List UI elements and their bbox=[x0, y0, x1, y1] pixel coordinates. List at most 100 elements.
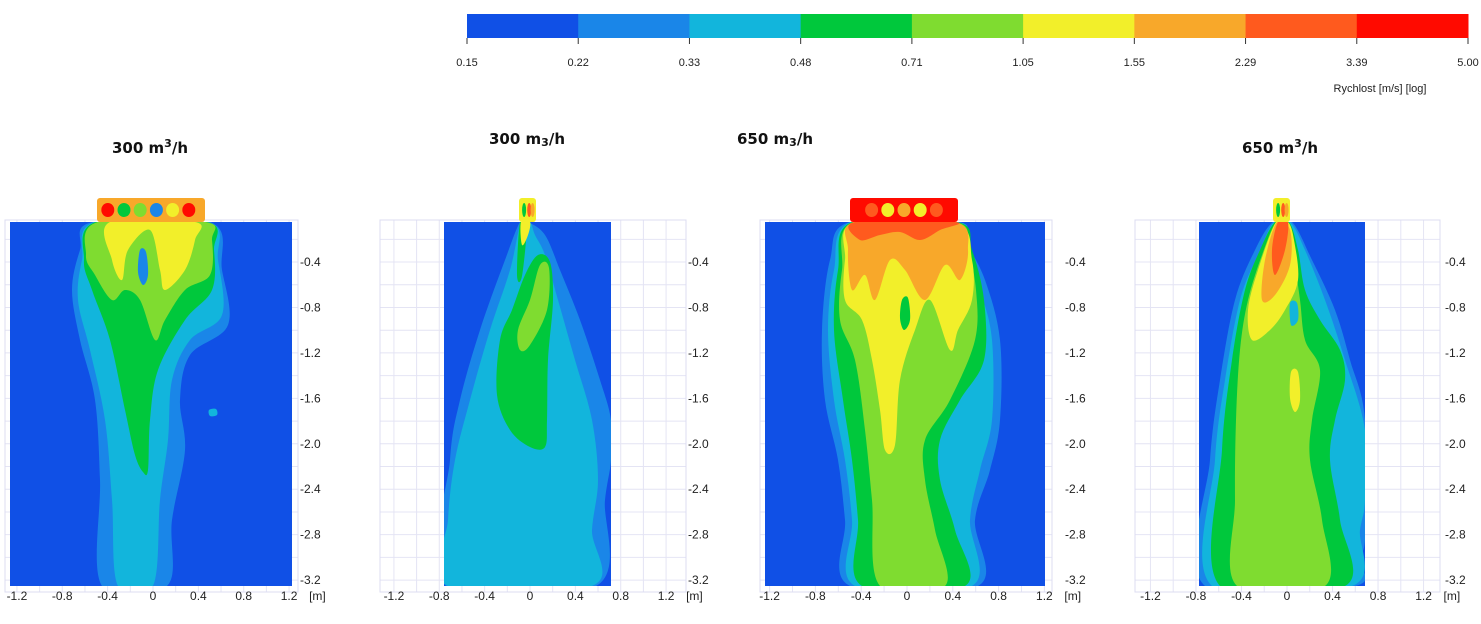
title-per-hour: /h bbox=[171, 139, 189, 157]
panel-4-title: 650 m3/h bbox=[1242, 137, 1318, 157]
contour-panel-2: -1.2 -0.8 -0.4 0 0.4 0.8 1.2 [m] -0.4 -0.8 -1.2 -1.… bbox=[379, 198, 709, 603]
nozzle-flow-spot bbox=[527, 203, 532, 217]
colorbar-tick-label: 0.22 bbox=[568, 57, 589, 69]
y-tick-label: -0.8 bbox=[1065, 300, 1086, 314]
colorbar-segment bbox=[1356, 14, 1469, 38]
contour-level-0.33 bbox=[1289, 300, 1299, 326]
title-unit: m bbox=[525, 130, 542, 148]
x-tick-label: 0.8 bbox=[612, 589, 629, 603]
x-tick-label: 0 bbox=[527, 589, 534, 603]
y-tick-label: -2.4 bbox=[1065, 482, 1086, 496]
x-tick-label: 1.2 bbox=[658, 589, 675, 603]
colorbar-segment bbox=[1245, 14, 1358, 38]
y-tick-label: -2.8 bbox=[300, 528, 321, 542]
title-exponent: 3 bbox=[164, 137, 172, 150]
contour-fills bbox=[444, 222, 611, 586]
x-tick-label: 0 bbox=[904, 589, 911, 603]
panel-1-title: 300 m3/h bbox=[112, 137, 188, 157]
colorbar-tick-label: 0.48 bbox=[790, 57, 811, 69]
x-tick-label: -0.8 bbox=[805, 589, 826, 603]
y-tick-label: -1.6 bbox=[1065, 391, 1086, 405]
y-tick-label: -0.4 bbox=[300, 255, 321, 269]
title-exponent: 3 bbox=[541, 136, 549, 149]
x-axis-unit: [m] bbox=[309, 589, 326, 603]
y-tick-label: -3.2 bbox=[300, 573, 321, 587]
y-tick-label: -0.4 bbox=[1065, 255, 1086, 269]
colorbar-segment bbox=[578, 14, 690, 38]
x-tick-label: -0.4 bbox=[1231, 589, 1252, 603]
x-tick-label: 0.8 bbox=[990, 589, 1007, 603]
title-value: 300 bbox=[488, 130, 521, 148]
colorbar-segment bbox=[911, 14, 1024, 38]
x-tick-label: 0.4 bbox=[190, 589, 207, 603]
x-tick-label: 0.4 bbox=[567, 589, 584, 603]
nozzle-flow-spot bbox=[522, 203, 527, 217]
y-tick-label: -1.6 bbox=[688, 391, 709, 405]
title-per-hour: /h bbox=[548, 130, 566, 148]
x-axis-unit: [m] bbox=[1444, 589, 1461, 603]
y-tick-label: -1.6 bbox=[1445, 391, 1466, 405]
x-tick-label: -1.2 bbox=[7, 589, 28, 603]
y-tick-label: -2.0 bbox=[1445, 437, 1466, 451]
nozzle-flow-spot bbox=[101, 203, 115, 217]
y-tick-label: -0.4 bbox=[1445, 255, 1466, 269]
nozzle-flow-spot bbox=[133, 203, 147, 217]
x-tick-label: 0.8 bbox=[235, 589, 252, 603]
x-tick-label: -0.8 bbox=[429, 589, 450, 603]
inlet-nozzle bbox=[519, 198, 536, 222]
nozzle-flow-spot bbox=[1276, 203, 1281, 217]
title-unit: m bbox=[773, 130, 790, 148]
x-tick-label: -0.8 bbox=[52, 589, 73, 603]
colorbar-segment bbox=[1023, 14, 1135, 38]
colorbar-segment bbox=[1134, 14, 1247, 38]
colorbar-tick-label: 5.00 bbox=[1457, 57, 1478, 69]
contour-level-1.05 bbox=[104, 222, 202, 290]
nozzle-flow-spot bbox=[897, 203, 911, 217]
inlet-nozzle bbox=[1273, 198, 1290, 222]
y-tick-label: -0.8 bbox=[688, 300, 709, 314]
contour-panel-4: -1.2 -0.8 -0.4 0 0.4 0.8 1.2 [m] -0.4 -0.8 -1.2 -1.… bbox=[1134, 198, 1466, 603]
contour-panel-3: -1.2 -0.8 -0.4 0 0.4 0.8 1.2 [m] -0.4 -0.8 -1.2 -1.… bbox=[759, 198, 1086, 603]
nozzle-flow-spot bbox=[913, 203, 927, 217]
x-tick-label: 1.2 bbox=[1036, 589, 1053, 603]
inlet-nozzle bbox=[97, 198, 205, 222]
nozzle-flow-spot bbox=[1281, 203, 1286, 217]
y-tick-label: -3.2 bbox=[1065, 573, 1086, 587]
contour-level-0.71 bbox=[517, 261, 550, 352]
x-tick-label: 0.4 bbox=[944, 589, 961, 603]
contour-panel-1: -1.2 -0.8 -0.4 0 0.4 0.8 1.2 [m] -0.4 -0.8 -1.2 -1.… bbox=[4, 198, 326, 603]
contour-fills bbox=[821, 222, 1002, 586]
y-tick-label: -1.2 bbox=[688, 346, 709, 360]
contour-level-0.33 bbox=[208, 408, 218, 417]
colorbar-segment bbox=[467, 14, 579, 38]
colorbar-tick-label: 0.33 bbox=[679, 57, 700, 69]
title-value: 650 bbox=[1241, 139, 1274, 157]
y-tick-label: -1.2 bbox=[300, 346, 321, 360]
y-tick-label: -1.6 bbox=[300, 391, 321, 405]
y-tick-label: -0.4 bbox=[688, 255, 709, 269]
y-tick-label: -2.0 bbox=[300, 437, 321, 451]
y-tick-label: -2.8 bbox=[1065, 528, 1086, 542]
title-unit: m bbox=[148, 139, 165, 157]
y-tick-label: -1.2 bbox=[1065, 346, 1086, 360]
title-per-hour: /h bbox=[796, 130, 814, 148]
colorbar-tick-label: 0.71 bbox=[901, 57, 922, 69]
title-value: 300 bbox=[111, 139, 144, 157]
y-tick-label: -3.2 bbox=[688, 573, 709, 587]
panel-2-title: 300 m3/h bbox=[489, 130, 565, 149]
y-tick-label: -2.0 bbox=[1065, 437, 1086, 451]
colorbar-label: Rychlost [m/s] [log] bbox=[1334, 83, 1427, 95]
y-tick-label: -2.8 bbox=[688, 528, 709, 542]
title-unit: m bbox=[1278, 139, 1295, 157]
x-tick-label: -0.4 bbox=[97, 589, 118, 603]
contour-level-1.05 bbox=[1289, 368, 1301, 413]
x-tick-label: -1.2 bbox=[759, 589, 780, 603]
contour-fills bbox=[72, 222, 230, 586]
nozzle-flow-spot bbox=[865, 203, 879, 217]
colorbar-tick-label: 1.05 bbox=[1012, 57, 1033, 69]
x-tick-label: 0 bbox=[150, 589, 157, 603]
y-tick-label: -2.0 bbox=[688, 437, 709, 451]
colorbar-tick-label: 0.15 bbox=[456, 57, 477, 69]
contour-level-0.22 bbox=[137, 248, 149, 286]
